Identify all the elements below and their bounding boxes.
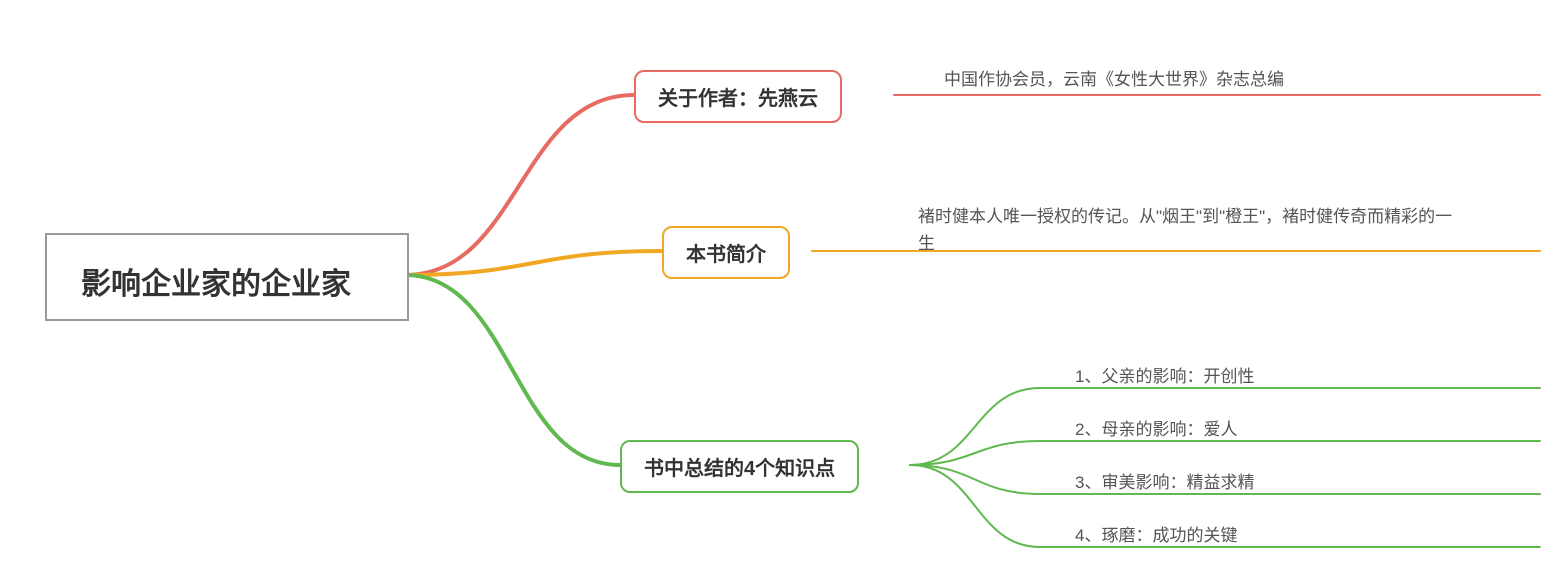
leaf-points-3: 4、琢磨：成功的关键 — [1075, 521, 1495, 546]
leaf-author-0: 中国作协会员，云南《女性大世界》杂志总编 — [944, 65, 1504, 90]
mindmap-nodes-layer: 影响企业家的企业家 关于作者：先燕云 中国作协会员，云南《女性大世界》杂志总编本书简… — [0, 0, 1563, 583]
branch-node-author[interactable]: 关于作者：先燕云 — [634, 70, 842, 123]
leaf-points-2: 3、审美影响：精益求精 — [1075, 468, 1495, 493]
leaf-intro-0: 褚时健本人唯一授权的传记。从"烟王"到"橙王"，褚时健传奇而精彩的一生 — [918, 203, 1468, 257]
root-node[interactable]: 影响企业家的企业家 — [45, 233, 409, 321]
leaf-points-1: 2、母亲的影响：爱人 — [1075, 415, 1495, 440]
branch-node-points[interactable]: 书中总结的4个知识点 — [620, 440, 859, 493]
leaf-points-0: 1、父亲的影响：开创性 — [1075, 362, 1495, 387]
branch-node-intro[interactable]: 本书简介 — [662, 226, 790, 279]
